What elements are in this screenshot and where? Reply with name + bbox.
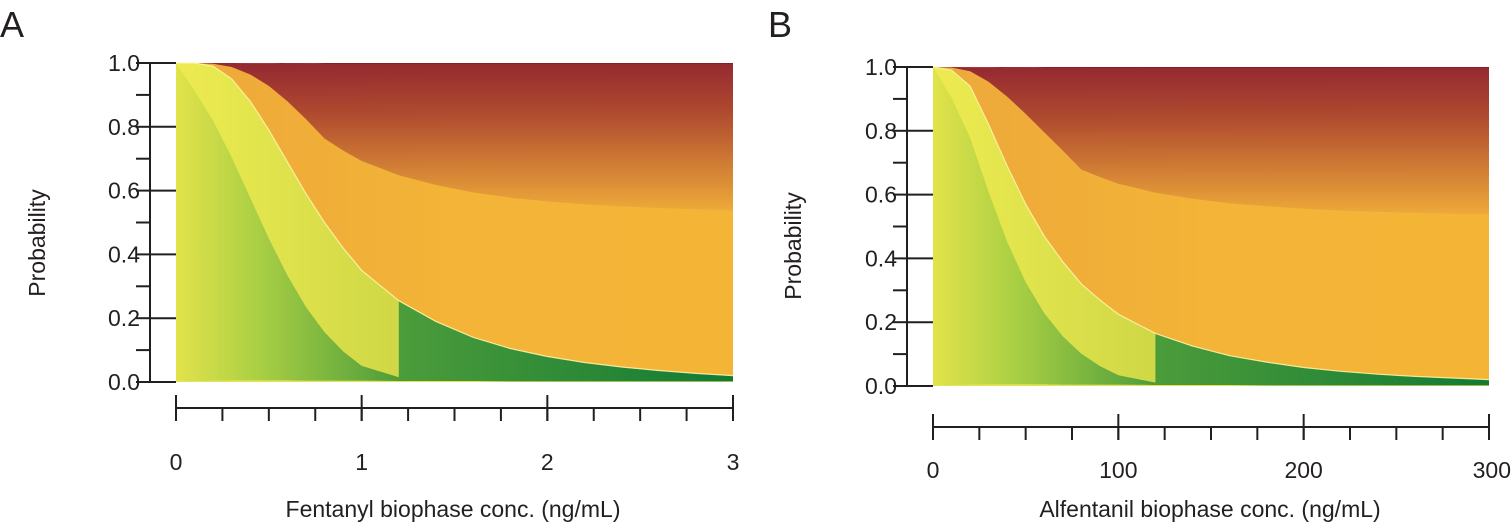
y-tick-label: 0.6 bbox=[865, 182, 897, 208]
x-tick-label: 3 bbox=[727, 449, 740, 475]
area-no-response-edge bbox=[933, 384, 1489, 386]
plot-area-b bbox=[932, 66, 1490, 386]
area-red-fade bbox=[933, 67, 1489, 215]
y-tick-label: 0.2 bbox=[108, 305, 140, 331]
area-no-response bbox=[176, 63, 399, 378]
x-axis-a: 0 1 2 3 bbox=[170, 395, 740, 475]
series-boundary-green-orange bbox=[176, 62, 734, 377]
panel-label-a: A bbox=[0, 4, 24, 45]
y-axis-title-a: Probability bbox=[24, 189, 50, 297]
x-axis-title-a: Fentanyl biophase conc. (ng/mL) bbox=[286, 496, 621, 522]
panel-a: A 0.0 0.2 0.4 0.6 0.8 1.0 0 1 2 3 Probability Fe… bbox=[0, 4, 739, 522]
x-tick-label: 200 bbox=[1284, 457, 1322, 483]
y-tick-label: 0.8 bbox=[108, 114, 140, 140]
y-tick-label: 0.8 bbox=[865, 118, 897, 144]
panel-label-b: B bbox=[768, 4, 792, 45]
x-tick-label: 0 bbox=[927, 457, 940, 483]
x-axis-title-b: Alfentanil biophase conc. (ng/mL) bbox=[1039, 496, 1380, 522]
area-no-response-edge bbox=[176, 380, 733, 382]
y-tick-label: 0.4 bbox=[108, 241, 140, 267]
area-red-fade bbox=[176, 63, 733, 211]
y-axis-b: 0.0 0.2 0.4 0.6 0.8 1.0 bbox=[865, 54, 933, 399]
area-red-response bbox=[176, 63, 733, 64]
area-red-response bbox=[933, 67, 1489, 68]
y-tick-label: 0.4 bbox=[865, 245, 897, 271]
x-tick-label: 1 bbox=[355, 449, 368, 475]
series-boundary-green-orange bbox=[932, 66, 1490, 381]
y-axis-a: 0.0 0.2 0.4 0.6 0.8 1.0 bbox=[108, 50, 176, 395]
y-tick-label: 0.0 bbox=[865, 373, 897, 399]
x-tick-label: 2 bbox=[541, 449, 554, 475]
x-tick-label: 100 bbox=[1099, 457, 1137, 483]
x-tick-label: 300 bbox=[1473, 457, 1511, 483]
y-axis-title-b: Probability bbox=[780, 192, 806, 300]
panel-b: B 0.0 0.2 0.4 0.6 0.8 1.0 0 100 200 300 Probabil… bbox=[768, 4, 1511, 522]
y-tick-label: 0.2 bbox=[865, 309, 897, 335]
plot-area-a bbox=[176, 62, 734, 382]
y-tick-label: 0.6 bbox=[108, 178, 140, 204]
y-tick-label: 1.0 bbox=[865, 54, 897, 80]
y-tick-label: 1.0 bbox=[108, 50, 140, 76]
x-tick-label: 0 bbox=[170, 449, 183, 475]
y-tick-label: 0.0 bbox=[108, 369, 140, 395]
area-no-response bbox=[933, 67, 1156, 383]
x-axis-b: 0 100 200 300 bbox=[927, 414, 1511, 483]
